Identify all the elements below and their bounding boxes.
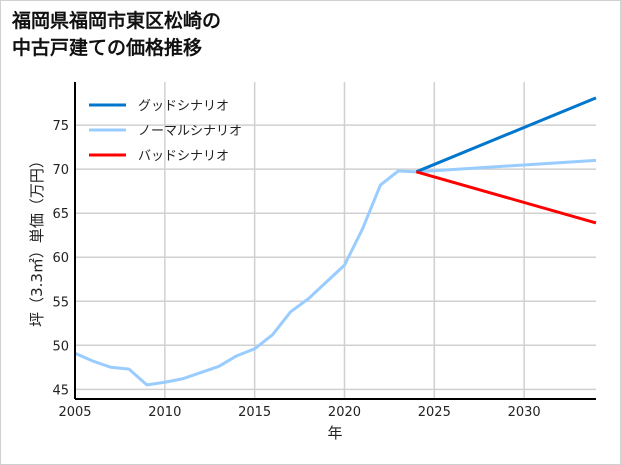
y-tick-label: 50 <box>52 339 69 354</box>
series-line-2 <box>415 170 597 225</box>
legend-label: バッドシナリオ <box>138 149 229 164</box>
series-line-1 <box>74 158 597 387</box>
x-tick-label: 2020 <box>328 405 361 420</box>
legend-label: グッドシナリオ <box>138 99 229 114</box>
legend-label: ノーマルシナリオ <box>138 124 242 139</box>
series-line-0 <box>415 96 597 174</box>
y-tick-label: 55 <box>52 295 69 310</box>
chart-title: 福岡県福岡市東区松崎の 中古戸建ての価格推移 <box>12 8 221 62</box>
y-tick-label: 60 <box>52 251 69 266</box>
x-tick-label: 2010 <box>148 405 181 420</box>
x-tick-label: 2030 <box>508 405 541 420</box>
x-tick-label: 2025 <box>418 405 451 420</box>
x-tick-label: 2015 <box>238 405 271 420</box>
y-tick-label: 65 <box>52 207 69 222</box>
x-axis-label: 年 <box>327 424 342 442</box>
chart-title-line-1: 福岡県福岡市東区松崎の <box>12 10 222 32</box>
y-tick-label: 75 <box>52 119 69 134</box>
x-tick-label: 2005 <box>58 405 91 420</box>
y-axis-label: 坪（3.3㎡）単価（万円） <box>28 153 46 327</box>
y-tick-label: 45 <box>52 383 69 398</box>
chart-title-line-2: 中古戸建ての価格推移 <box>12 37 203 59</box>
y-tick-label: 70 <box>52 163 69 178</box>
